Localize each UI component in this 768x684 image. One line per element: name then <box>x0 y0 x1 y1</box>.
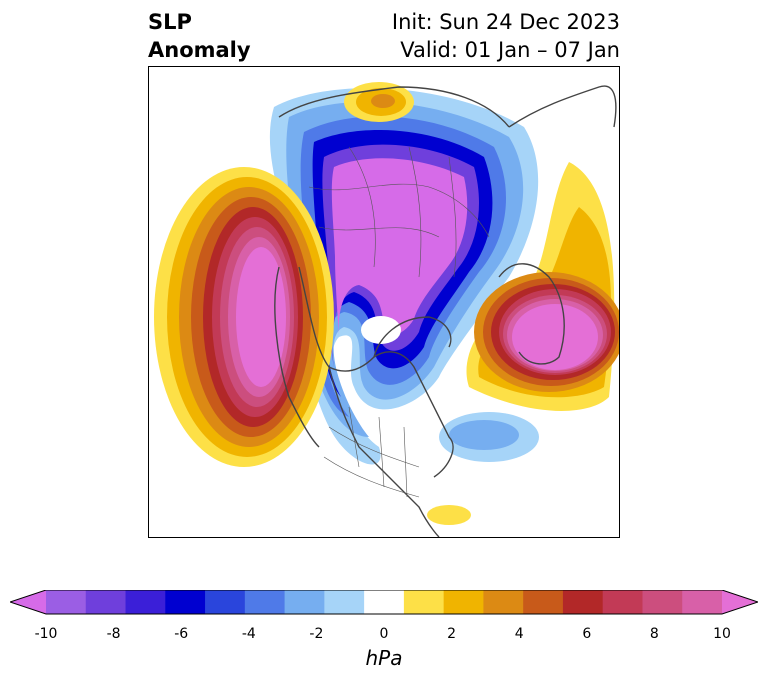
colorbar-tick-label: 8 <box>649 626 659 642</box>
colorbar-tick-label: 2 <box>447 626 457 642</box>
colorbar-extend-high <box>722 590 758 614</box>
colorbar-cell <box>85 590 127 614</box>
colorbar-cell <box>364 590 405 614</box>
colorbar-tick-label: 4 <box>514 626 524 642</box>
colorbar <box>10 590 758 615</box>
colorbar-tick-label: -8 <box>106 626 121 642</box>
colorbar-cell <box>165 590 206 614</box>
colorbar-cell <box>205 590 246 614</box>
map-canvas <box>149 67 619 537</box>
colorbar-unit: hPa <box>365 646 403 670</box>
colorbar-tick-label: -6 <box>174 626 189 642</box>
colorbar-tick-label: 6 <box>582 626 592 642</box>
colorbar-tick-label: -10 <box>34 626 58 642</box>
arctic-low <box>269 88 539 465</box>
map-title: SLP Anomaly <box>148 8 251 64</box>
run-info: Init: Sun 24 Dec 2023 Valid: 01 Jan – 07… <box>392 8 620 64</box>
colorbar-cell <box>284 590 325 614</box>
anomaly-map <box>148 66 620 538</box>
colorbar-cell <box>602 590 643 614</box>
colorbar-cell <box>125 590 166 614</box>
colorbar-cell <box>443 590 484 614</box>
north-pacific-high <box>154 167 334 467</box>
colorbar-cell <box>324 590 365 614</box>
colorbar-cell <box>244 590 286 614</box>
colorbar-cell <box>483 590 524 614</box>
colorbar-cell <box>682 590 723 614</box>
init-label: Init: Sun 24 Dec 2023 <box>391 10 620 34</box>
title-line-2: Anomaly <box>148 38 251 62</box>
colorbar-tick-label: 0 <box>379 626 389 642</box>
colorbar-cell <box>403 590 445 614</box>
colorbar-cell <box>642 590 683 614</box>
bering-high <box>344 82 414 122</box>
north-atlantic-high <box>466 162 619 411</box>
colorbar-cell <box>46 590 87 614</box>
title-line-1: SLP <box>148 10 192 34</box>
colorbar-tick-label: -2 <box>309 626 324 642</box>
colorbar-extend-low <box>10 590 46 614</box>
country-borders <box>308 146 490 498</box>
coastlines <box>274 85 617 537</box>
valid-label: Valid: 01 Jan – 07 Jan <box>400 38 620 62</box>
colorbar-tick-label: -4 <box>241 626 256 642</box>
small-positive-patch <box>427 505 471 525</box>
colorbar-tick-label: 10 <box>713 626 731 642</box>
colorbar-cell <box>523 590 564 614</box>
colorbar-cell <box>562 590 604 614</box>
